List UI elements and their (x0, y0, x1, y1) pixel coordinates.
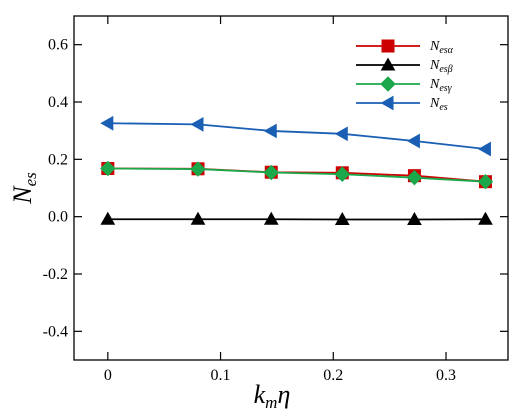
legend-marker (380, 57, 396, 71)
legend: Nesα Nesβ Nesγ Nes (356, 39, 454, 113)
legend-marker (380, 95, 394, 111)
data-point-esbeta (334, 212, 350, 226)
x-tick-label: 0.1 (211, 367, 231, 384)
legend-entry-esgamma: Nesγ (356, 76, 453, 94)
y-tick-label: 0.6 (48, 37, 68, 54)
legend-entry-esalpha: Nesα (356, 39, 454, 56)
data-point-es (477, 141, 491, 157)
series-n-esgamma (100, 160, 494, 190)
data-point-es (263, 123, 277, 139)
data-point-esgamma (190, 161, 206, 177)
data-point-es (406, 133, 420, 149)
plot-frame (73, 15, 509, 361)
data-point-esbeta (190, 211, 206, 225)
x-tick-label: 0.2 (323, 367, 343, 384)
series-line-es (107, 122, 486, 150)
data-point-es (100, 115, 114, 131)
y-axis-title: Nes (8, 172, 40, 205)
data-point-esbeta (407, 212, 422, 226)
data-point-esgamma (477, 173, 494, 190)
legend-entry-es: Nes (356, 95, 448, 113)
data-point-esbeta (263, 211, 279, 225)
series-n-es (100, 115, 491, 157)
series-layer (100, 115, 494, 226)
series-n-esalpha (101, 162, 492, 189)
legend-label: Nes (429, 96, 448, 113)
x-tick-label: 0 (104, 367, 112, 384)
legend-marker (381, 39, 395, 53)
data-point-es (190, 117, 204, 132)
data-point-esbeta (478, 211, 493, 225)
y-tick-label: 0.0 (48, 209, 68, 226)
data-point-esbeta (100, 211, 116, 225)
axis-ticks: 0 0.1 0.2 0.3 -0.4 -0.2 0.0 0.2 0.4 0.6 (43, 16, 508, 384)
data-point-es (334, 126, 348, 142)
legend-label: Nesγ (429, 77, 453, 94)
series-n-esbeta (100, 211, 493, 226)
series-line-esgamma (107, 167, 486, 183)
y-tick-label: -0.2 (43, 266, 68, 283)
data-point-esgamma (334, 166, 350, 182)
series-line-esalpha (107, 167, 486, 183)
legend-label: Nesβ (429, 58, 453, 75)
data-point-esgamma (100, 160, 116, 177)
x-tick-label: 0.3 (436, 367, 456, 384)
y-tick-label: -0.4 (43, 323, 68, 340)
legend-marker (380, 76, 396, 92)
y-tick-label: 0.2 (48, 151, 68, 168)
y-tick-label: 0.4 (48, 94, 68, 111)
data-point-esgamma (406, 169, 423, 186)
legend-label: Nesα (429, 39, 454, 56)
x-axis-title: kmη (254, 380, 291, 412)
data-point-esgamma (263, 164, 279, 181)
legend-entry-esbeta: Nesβ (356, 57, 453, 75)
